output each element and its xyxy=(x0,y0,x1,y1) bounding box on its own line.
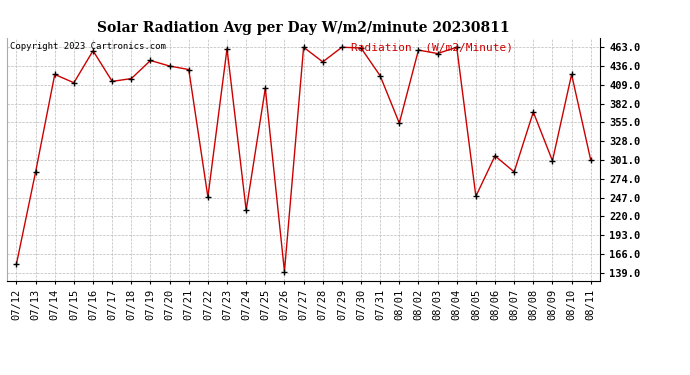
Title: Solar Radiation Avg per Day W/m2/minute 20230811: Solar Radiation Avg per Day W/m2/minute … xyxy=(97,21,510,35)
Text: Radiation  (W/m2/Minute): Radiation (W/m2/Minute) xyxy=(351,42,513,52)
Text: Copyright 2023 Cartronics.com: Copyright 2023 Cartronics.com xyxy=(10,42,166,51)
